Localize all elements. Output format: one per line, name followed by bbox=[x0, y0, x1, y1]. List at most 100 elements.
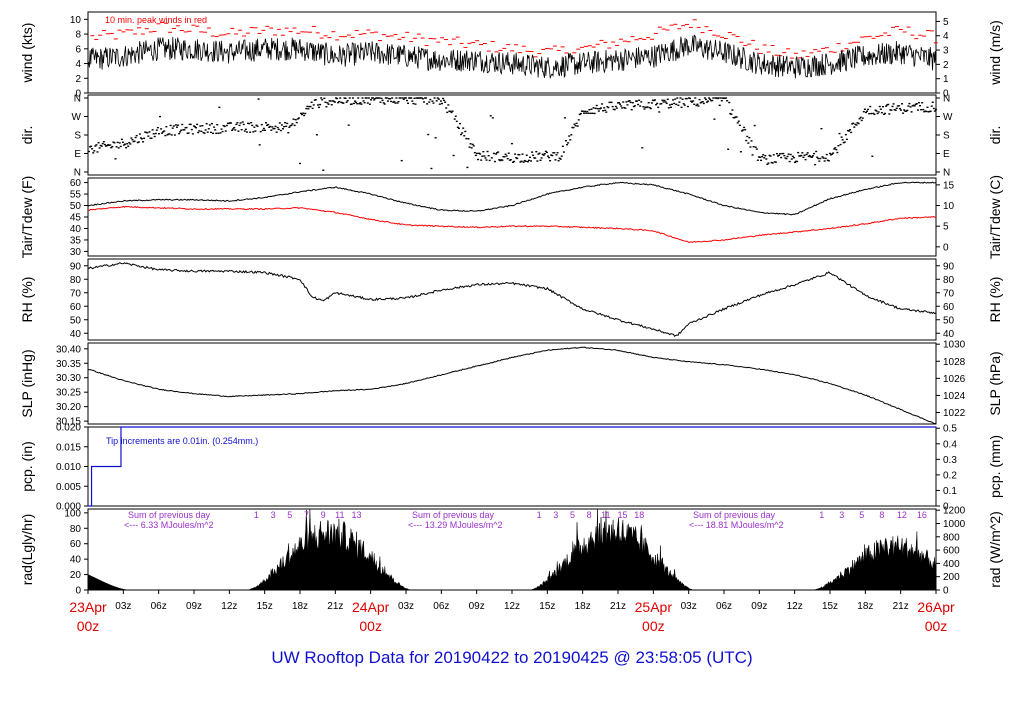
pcp-annotation: Tip increments are 0.01in. (0.254mm.) bbox=[106, 436, 258, 446]
rad-ytick-label: 60 bbox=[70, 539, 82, 550]
temp-ytick-label: 45 bbox=[70, 213, 82, 224]
x-tick-label: 06z bbox=[716, 601, 732, 612]
wind-ytick-right-label: 2 bbox=[943, 60, 949, 71]
dir-ytick-label: N bbox=[74, 168, 81, 179]
slp-ytick-label: 30.25 bbox=[56, 388, 81, 399]
rad-ytick-label: 20 bbox=[70, 570, 82, 581]
rh-ytick-label: 80 bbox=[70, 275, 82, 286]
pcp-ytick-right-label: 0.4 bbox=[943, 439, 957, 450]
rad-panel: rad(Lgly/hr) rad (W/m^2)02040608010002004… bbox=[19, 506, 1003, 597]
rad-summary-value: <--- 18.81 MJoules/m^2 bbox=[689, 520, 784, 530]
pcp-ytick-right-label: 0 bbox=[943, 502, 949, 513]
temp-ytick-right-label: 0 bbox=[943, 242, 949, 253]
wind-ytick-right-label: 0 bbox=[943, 89, 949, 100]
rh-ytick-right-label: 60 bbox=[943, 302, 955, 313]
pcp-ytick-right-label: 0.2 bbox=[943, 470, 957, 481]
rad-day-area bbox=[812, 531, 936, 590]
slp-ylabel-left: SLP (inHg) bbox=[19, 349, 35, 417]
rad-frame bbox=[87, 508, 937, 591]
temp-panel: Tair/Tdew (F) Tair/Tdew (C)30354045505560… bbox=[19, 175, 1003, 259]
x-tick-label: 09z bbox=[751, 601, 767, 612]
x-tick-label: 12z bbox=[787, 601, 803, 612]
wind-speed-line bbox=[87, 34, 937, 79]
rad-ytick-right-label: 400 bbox=[943, 559, 960, 570]
temp-ytick-label: 30 bbox=[70, 247, 82, 258]
slp-ytick-right-label: 1024 bbox=[943, 391, 966, 402]
x-tick-label: 15z bbox=[822, 601, 838, 612]
rad-sun-hour: 3 bbox=[271, 510, 276, 520]
rad-sun-hour: 1 bbox=[537, 510, 542, 520]
wind-ytick-right-label: 3 bbox=[943, 46, 949, 57]
wind-ytick-label: 0 bbox=[75, 89, 81, 100]
rad-sun-hour: 11 bbox=[601, 510, 610, 520]
x-day-time: 00z bbox=[925, 618, 948, 634]
tdew-line bbox=[87, 205, 937, 244]
rh-ytick-right-label: 80 bbox=[943, 275, 955, 286]
slp-line bbox=[87, 346, 937, 425]
dir-ylabel-left: dir. bbox=[19, 126, 35, 145]
dir-ytick-label: E bbox=[74, 149, 81, 160]
x-tick-label: 18z bbox=[575, 601, 591, 612]
rad-sun-hour: 12 bbox=[897, 510, 907, 520]
x-tick-label: 09z bbox=[469, 601, 485, 612]
rad-ytick-label: 100 bbox=[64, 508, 81, 519]
rad-summary-title: Sum of previous day bbox=[412, 510, 495, 520]
rad-sun-hour: 15 bbox=[618, 510, 628, 520]
dir-ytick-label: N bbox=[74, 94, 81, 105]
rad-sun-hour: 7 bbox=[304, 510, 309, 520]
rad-ytick-right-label: 0 bbox=[943, 586, 949, 597]
rad-sun-hour: 5 bbox=[287, 510, 292, 520]
rh-ytick-right-label: 70 bbox=[943, 288, 955, 299]
rh-frame bbox=[87, 258, 937, 341]
temp-ylabel-left: Tair/Tdew (F) bbox=[19, 176, 35, 258]
dir-panel: dir. dir.N NE ES SW WN N bbox=[19, 94, 1003, 179]
x-tick-label: 21z bbox=[893, 601, 909, 612]
dir-ytick-right-label: S bbox=[943, 131, 950, 142]
wind-ytick-right-label: 1 bbox=[943, 74, 949, 85]
rad-sun-hour: 5 bbox=[570, 510, 575, 520]
pcp-ytick-right-label: 0.5 bbox=[943, 424, 957, 435]
x-tick-label: 03z bbox=[115, 601, 131, 612]
slp-ytick-right-label: 1028 bbox=[943, 357, 966, 368]
rad-sun-hour: 8 bbox=[879, 510, 884, 520]
x-tick-label: 15z bbox=[539, 601, 555, 612]
wind-ytick-label: 10 bbox=[70, 15, 82, 26]
rad-summary-title: Sum of previous day bbox=[693, 510, 776, 520]
temp-ytick-label: 60 bbox=[70, 178, 82, 189]
temp-frame bbox=[87, 177, 937, 257]
x-tick-label: 18z bbox=[857, 601, 873, 612]
rad-sun-hour: 5 bbox=[859, 510, 864, 520]
dir-ytick-label: S bbox=[74, 131, 81, 142]
slp-ytick-right-label: 1026 bbox=[943, 374, 966, 385]
x-tick-label: 18z bbox=[292, 601, 308, 612]
x-day-label: 25Apr bbox=[635, 599, 673, 615]
rad-sun-hour: 18 bbox=[634, 510, 644, 520]
wind-ytick-label: 2 bbox=[75, 74, 81, 85]
pcp-line bbox=[88, 426, 936, 507]
pcp-ytick-label: 0.000 bbox=[56, 502, 81, 513]
tair-line bbox=[87, 181, 936, 216]
slp-ytick-label: 30.20 bbox=[56, 402, 81, 413]
pcp-ytick-label: 0.010 bbox=[56, 462, 81, 473]
slp-ytick-label: 30.35 bbox=[56, 359, 81, 370]
temp-ytick-label: 55 bbox=[70, 190, 82, 201]
x-tick-label: 09z bbox=[186, 601, 202, 612]
wind-ytick-right-label: 5 bbox=[943, 17, 949, 28]
wind-ylabel-left: wind (kts) bbox=[19, 23, 35, 84]
rad-day-area bbox=[88, 574, 130, 590]
x-tick-label: 06z bbox=[151, 601, 167, 612]
rad-summary-title: Sum of previous day bbox=[128, 510, 211, 520]
rh-ytick-label: 60 bbox=[70, 302, 82, 313]
rh-ytick-label: 50 bbox=[70, 315, 82, 326]
dir-frame bbox=[87, 94, 937, 176]
rad-ytick-label: 80 bbox=[70, 524, 82, 535]
slp-frame bbox=[87, 342, 937, 425]
rad-sun-hour: 11 bbox=[335, 510, 344, 520]
dir-ytick-right-label: W bbox=[943, 112, 953, 123]
x-axis: 03z 06z 09z 12z 15z 18z 21z 03z 06z 09z 12z 15z 18z 2… bbox=[69, 590, 955, 634]
slp-ytick-right-label: 1022 bbox=[943, 408, 966, 419]
rad-sun-hour: 1 bbox=[254, 510, 259, 520]
rad-ylabel-right: rad (W/m^2) bbox=[987, 511, 1003, 588]
rh-ytick-label: 90 bbox=[70, 261, 82, 272]
